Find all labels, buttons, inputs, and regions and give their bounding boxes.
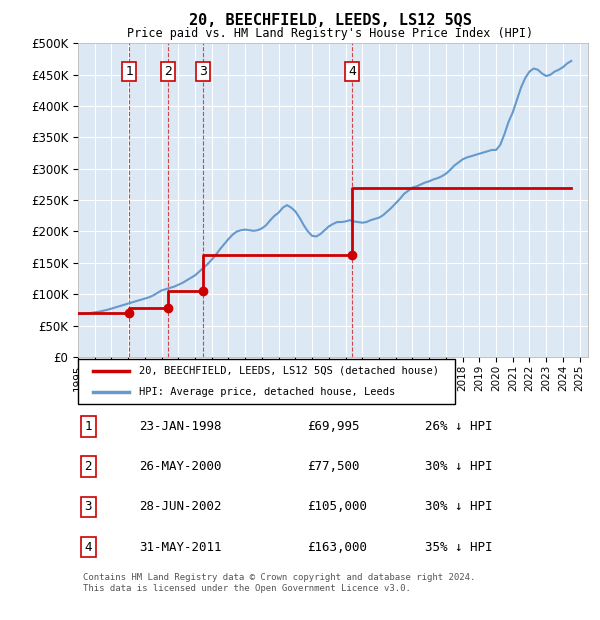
FancyBboxPatch shape xyxy=(78,359,455,404)
Text: 20, BEECHFIELD, LEEDS, LS12 5QS (detached house): 20, BEECHFIELD, LEEDS, LS12 5QS (detache… xyxy=(139,366,439,376)
Text: £163,000: £163,000 xyxy=(308,541,367,554)
Text: 3: 3 xyxy=(85,500,92,513)
Text: Contains HM Land Registry data © Crown copyright and database right 2024.
This d: Contains HM Land Registry data © Crown c… xyxy=(83,574,475,593)
Text: £77,500: £77,500 xyxy=(308,460,360,473)
Text: 2: 2 xyxy=(85,460,92,473)
Text: £105,000: £105,000 xyxy=(308,500,367,513)
Text: 4: 4 xyxy=(349,65,356,78)
Text: 26% ↓ HPI: 26% ↓ HPI xyxy=(425,420,493,433)
Text: 30% ↓ HPI: 30% ↓ HPI xyxy=(425,460,493,473)
Text: £69,995: £69,995 xyxy=(308,420,360,433)
Text: 26-MAY-2000: 26-MAY-2000 xyxy=(139,460,222,473)
Text: 4: 4 xyxy=(85,541,92,554)
Text: 1: 1 xyxy=(125,65,133,78)
Text: 20, BEECHFIELD, LEEDS, LS12 5QS: 20, BEECHFIELD, LEEDS, LS12 5QS xyxy=(188,13,472,28)
Text: 35% ↓ HPI: 35% ↓ HPI xyxy=(425,541,493,554)
Text: Price paid vs. HM Land Registry's House Price Index (HPI): Price paid vs. HM Land Registry's House … xyxy=(127,27,533,40)
Text: 2: 2 xyxy=(164,65,172,78)
Text: 23-JAN-1998: 23-JAN-1998 xyxy=(139,420,222,433)
Text: 3: 3 xyxy=(199,65,207,78)
Text: HPI: Average price, detached house, Leeds: HPI: Average price, detached house, Leed… xyxy=(139,388,395,397)
Text: 1: 1 xyxy=(85,420,92,433)
Text: 28-JUN-2002: 28-JUN-2002 xyxy=(139,500,222,513)
Text: 31-MAY-2011: 31-MAY-2011 xyxy=(139,541,222,554)
Text: 30% ↓ HPI: 30% ↓ HPI xyxy=(425,500,493,513)
